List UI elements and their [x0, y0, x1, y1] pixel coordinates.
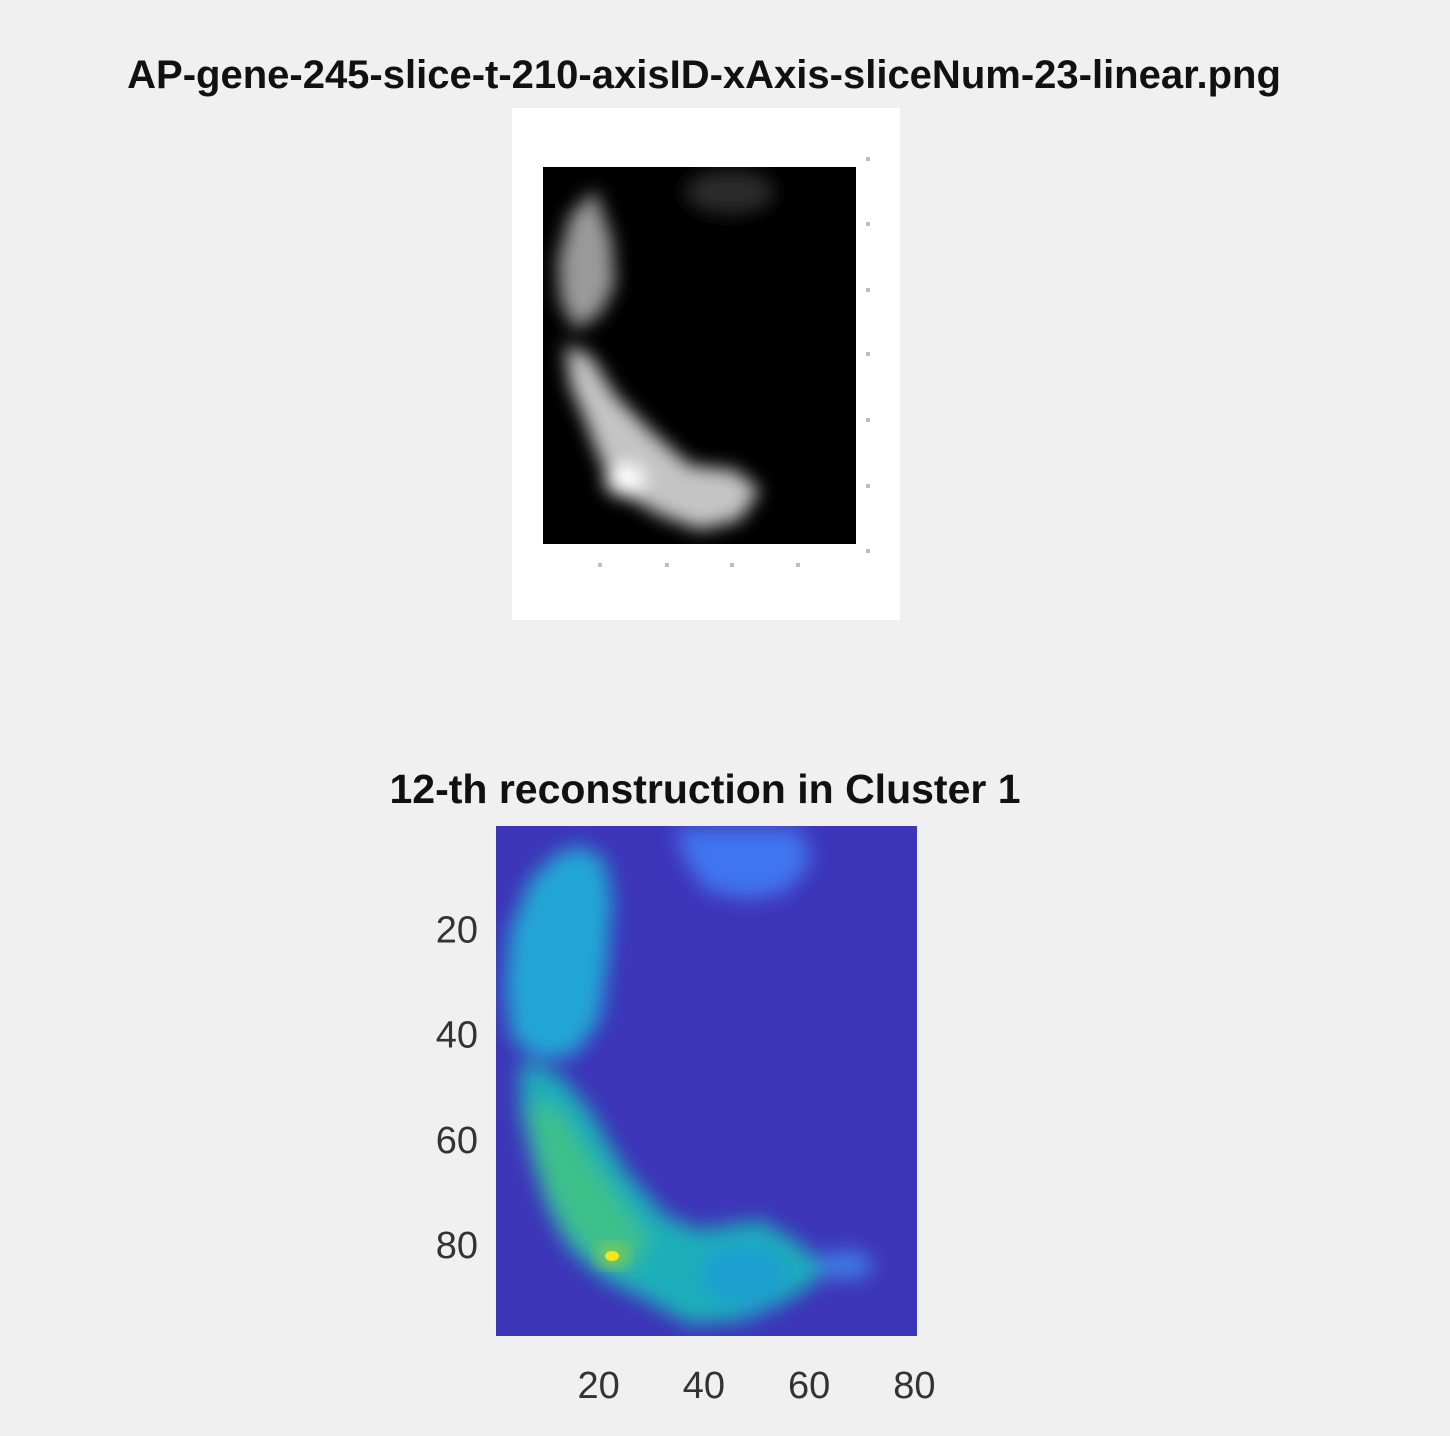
top-plot-title: AP-gene-245-slice-t-210-axisID-xAxis-sli…	[127, 53, 1281, 97]
x-tick-label: 60	[788, 1365, 830, 1407]
y-tick-label: 40	[436, 1015, 478, 1057]
bottom-plot-title: 12-th reconstruction in Cluster 1	[389, 766, 1020, 812]
heat-region-hotspot	[605, 1251, 619, 1261]
bottom-y-tick-labels: 20 40 60 80	[436, 910, 478, 1267]
x-tick-label: 40	[683, 1365, 725, 1407]
heat-region-arc-tail	[817, 1251, 873, 1279]
top-region-bright-spot	[605, 464, 645, 496]
y-tick-label: 20	[436, 910, 478, 952]
heat-region-top-blob	[675, 828, 812, 900]
top-plot: AP-gene-245-slice-t-210-axisID-xAxis-sli…	[127, 53, 1281, 620]
top-region-arc	[565, 345, 760, 530]
top-intensity-regions	[558, 170, 775, 530]
x-tick-label: 20	[577, 1365, 619, 1407]
x-tick-label: 80	[893, 1365, 935, 1407]
heat-region-arc-mid	[530, 1100, 650, 1270]
top-ticks	[598, 157, 870, 567]
top-region-upper-left	[558, 190, 615, 330]
bottom-plot: 12-th reconstruction in Cluster 1 20 40 60…	[389, 766, 1020, 1407]
heat-region-upper-left	[505, 845, 612, 1060]
bottom-x-tick-labels: 20 40 60 80	[577, 1365, 935, 1407]
heat-region-lower-blob	[700, 1243, 790, 1307]
top-region-top-blob	[685, 170, 775, 214]
y-tick-label: 80	[436, 1225, 478, 1267]
y-tick-label: 60	[436, 1120, 478, 1162]
top-image-axes	[543, 157, 870, 567]
bottom-heatmap-regions	[505, 828, 873, 1325]
